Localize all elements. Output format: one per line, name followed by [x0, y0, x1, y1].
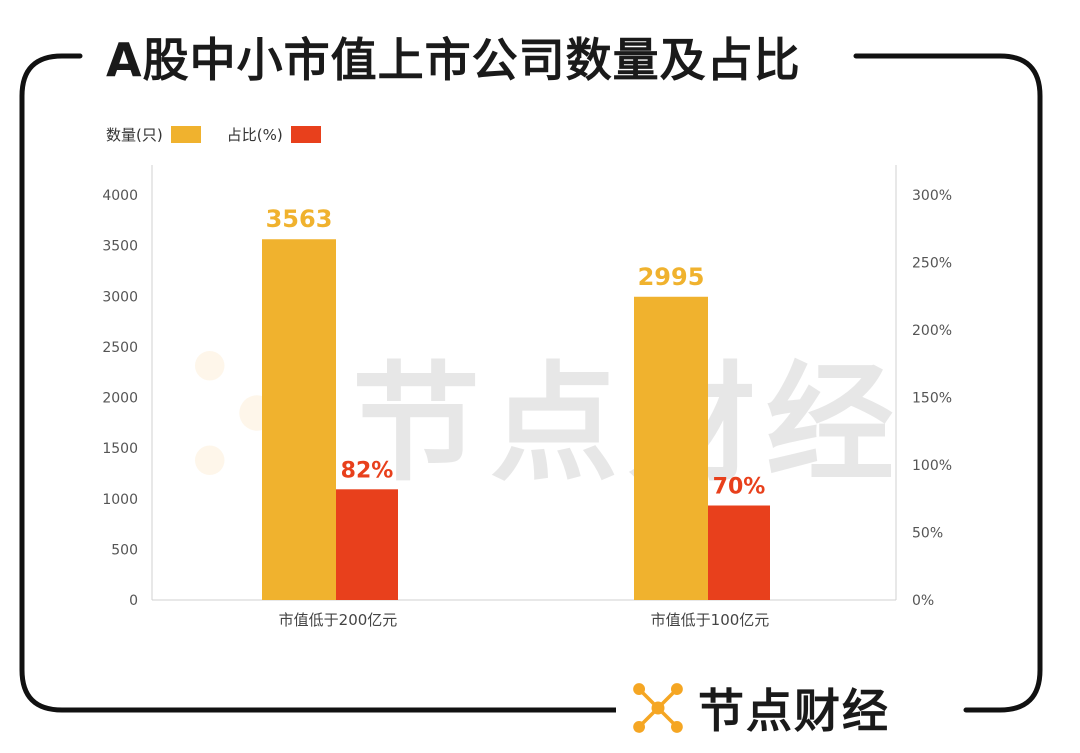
y-right-tick-label: 50% [912, 526, 943, 542]
bar-ratio [336, 489, 398, 600]
bar-count [262, 239, 336, 600]
y-right-tick-label: 150% [912, 391, 952, 407]
y-left-tick-label: 3000 [102, 289, 138, 305]
y-right-tick-label: 300% [912, 188, 952, 204]
y-left-tick-label: 1000 [102, 492, 138, 508]
y-right-tick-label: 250% [912, 256, 952, 272]
legend-item-ratio: 占比(%) [227, 124, 321, 145]
node-logo-icon [633, 683, 683, 733]
brand-footer: 节点财经 [616, 672, 906, 744]
legend-item-count: 数量(只) [106, 124, 201, 145]
x-category-label: 市值低于100亿元 [651, 611, 770, 629]
data-label-count: 3563 [266, 205, 333, 233]
y-left-tick-label: 1500 [102, 441, 138, 457]
bar-count [634, 296, 708, 600]
y-left-tick-label: 4000 [102, 188, 138, 204]
page-title: A股中小市值上市公司数量及占比 [96, 30, 811, 90]
data-label-count: 2995 [638, 263, 705, 291]
y-left-tick-label: 0 [129, 593, 138, 609]
legend-swatch-ratio [290, 126, 321, 143]
legend-label-ratio: 占比(%) [226, 126, 283, 144]
y-left-tick-label: 3500 [102, 239, 138, 255]
data-label-ratio: 70% [713, 475, 766, 500]
x-category-label: 市值低于200亿元 [279, 611, 398, 629]
bar-ratio [708, 505, 770, 600]
legend-label-count: 数量(只) [106, 126, 163, 144]
y-right-tick-label: 0% [912, 593, 934, 609]
y-right-tick-label: 100% [912, 458, 952, 474]
data-label-ratio: 82% [341, 458, 394, 483]
y-left-tick-label: 2000 [102, 391, 138, 407]
y-right-tick-label: 200% [912, 323, 952, 339]
brand-name: 节点财经 [698, 684, 890, 738]
legend-swatch-count [170, 126, 201, 143]
y-left-tick-label: 500 [111, 542, 138, 558]
chart-legend: 数量(只) 占比(%) [106, 124, 347, 145]
y-left-tick-label: 2500 [102, 340, 138, 356]
